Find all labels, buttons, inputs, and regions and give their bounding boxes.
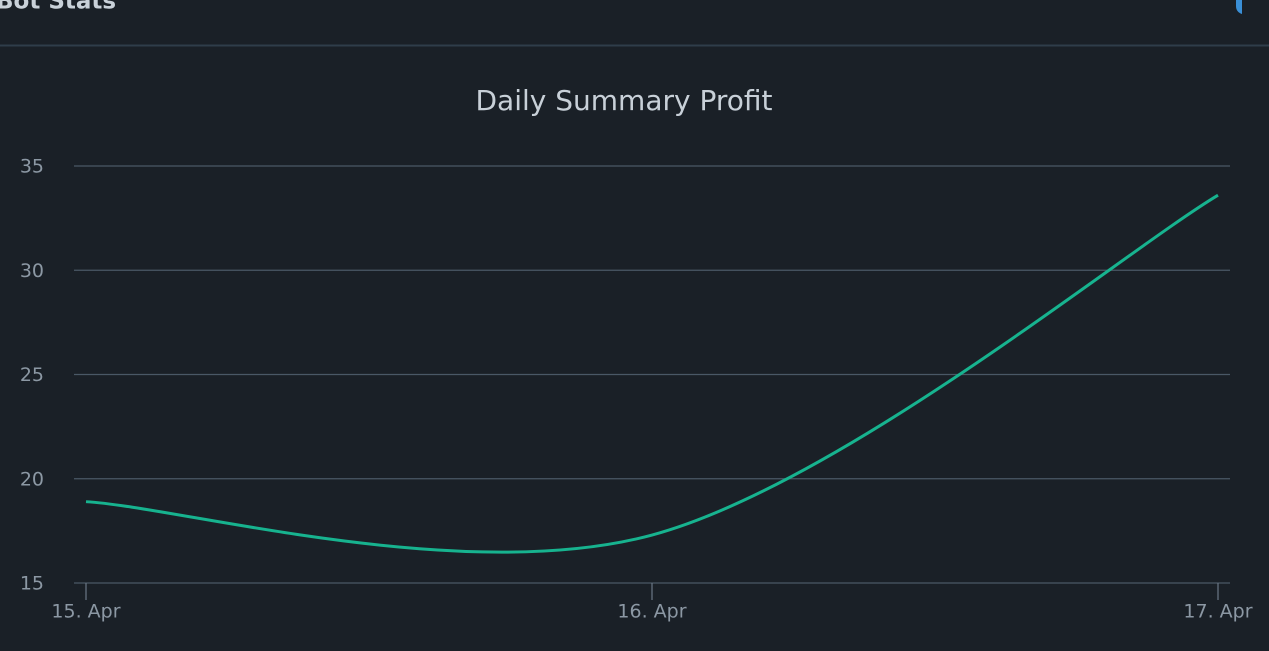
y-tick-label: 25 xyxy=(20,364,44,386)
panel-title: Bot Stats xyxy=(0,0,116,15)
x-tick-label: 16. Apr xyxy=(617,601,686,623)
chart-title: Daily Summary Profit xyxy=(476,84,773,117)
x-tick-label: 15. Apr xyxy=(51,601,120,623)
y-tick-label: 20 xyxy=(20,468,44,490)
panel-button[interactable] xyxy=(1236,0,1242,14)
y-tick-label: 15 xyxy=(20,573,44,595)
x-tick-label: 17. Apr xyxy=(1183,601,1252,623)
y-tick-label: 35 xyxy=(20,156,44,178)
line xyxy=(85,193,1219,554)
y-tick-label: 30 xyxy=(20,260,44,282)
